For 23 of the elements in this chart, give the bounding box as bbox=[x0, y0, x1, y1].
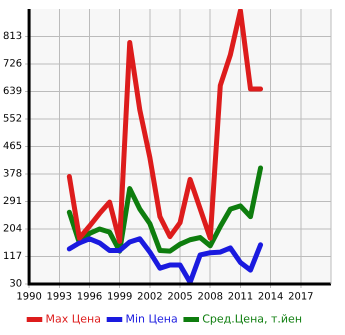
y-tick-label: 378 bbox=[2, 168, 22, 180]
y-tick-label: 726 bbox=[2, 58, 22, 70]
x-tick-label: 1996 bbox=[76, 292, 102, 303]
y-tick-label: 204 bbox=[2, 224, 22, 235]
y-tick-label: 813 bbox=[2, 31, 22, 42]
x-tick-label: 2008 bbox=[198, 292, 223, 303]
legend-label: Min Цена bbox=[125, 312, 178, 326]
y-tick-label: 291 bbox=[2, 196, 22, 208]
y-tick-label: 465 bbox=[2, 141, 22, 152]
x-tick-label: 2017 bbox=[288, 292, 314, 303]
x-tick-label: 2002 bbox=[137, 292, 163, 303]
x-tick-label: 2005 bbox=[167, 292, 193, 303]
x-tick-label: 2011 bbox=[228, 292, 254, 303]
x-tick-label: 1999 bbox=[106, 292, 132, 303]
y-tick-label: 639 bbox=[2, 86, 22, 98]
y-tick-label: 117 bbox=[2, 251, 22, 262]
legend-label: Max Цена bbox=[45, 312, 101, 326]
y-tick-label: 30 bbox=[9, 278, 22, 290]
x-tick-label: 1993 bbox=[46, 292, 72, 303]
x-tick-label: 2014 bbox=[258, 292, 284, 303]
x-tick-label: 1990 bbox=[16, 292, 42, 303]
y-tick-label: 552 bbox=[2, 114, 22, 125]
legend-label: Сред.Цена, т.йен bbox=[202, 312, 302, 326]
